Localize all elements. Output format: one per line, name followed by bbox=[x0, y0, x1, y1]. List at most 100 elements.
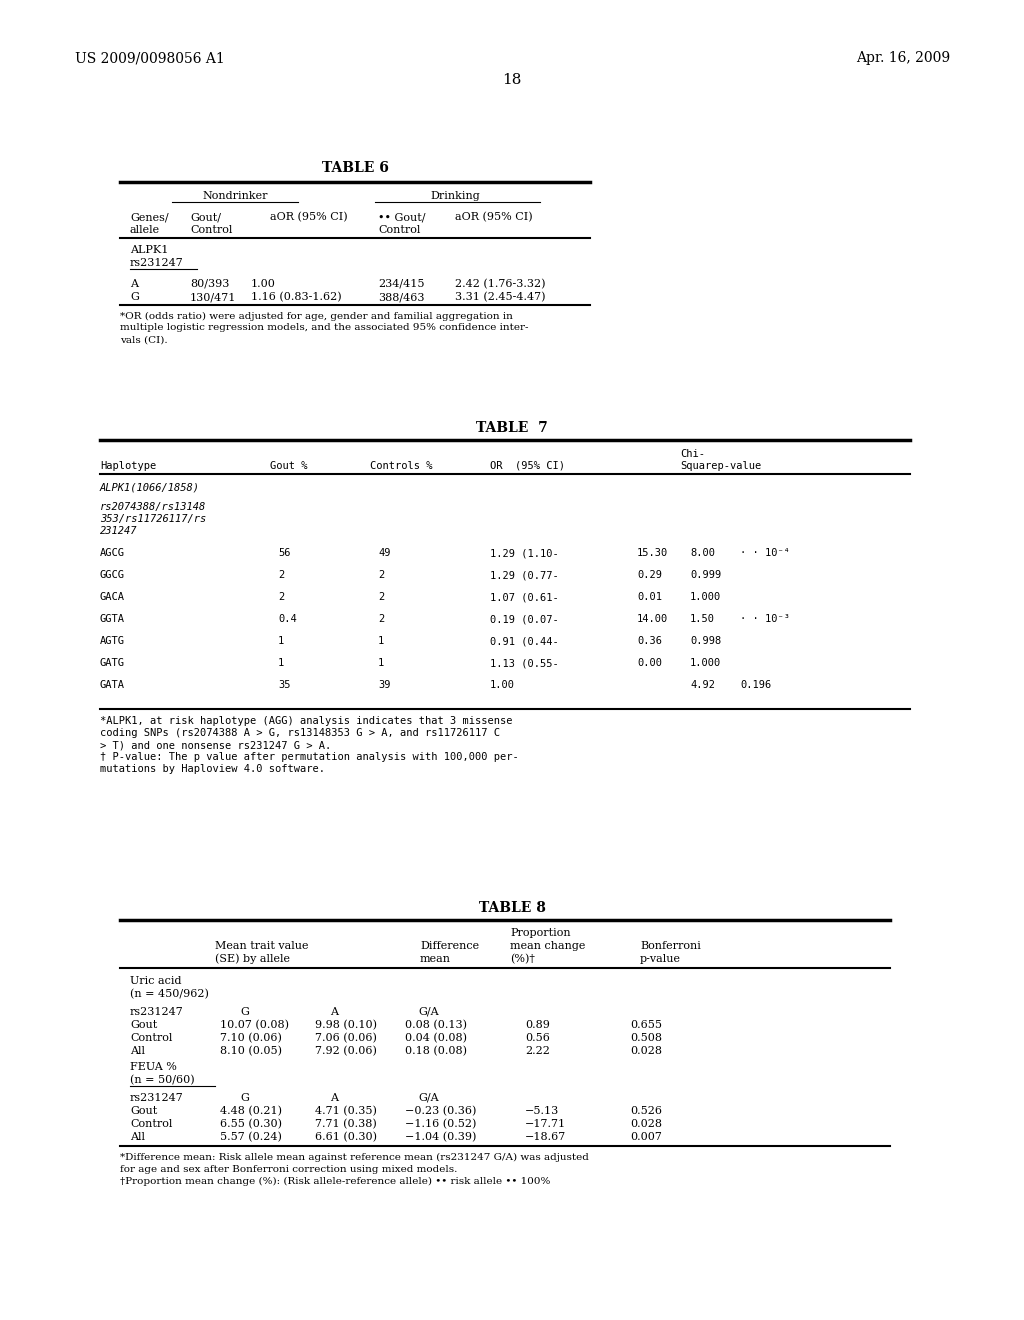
Text: 1: 1 bbox=[378, 636, 384, 645]
Text: coding SNPs (rs2074388 A > G, rs13148353 G > A, and rs11726117 C: coding SNPs (rs2074388 A > G, rs13148353… bbox=[100, 729, 500, 738]
Text: 2: 2 bbox=[378, 591, 384, 602]
Text: 1.07 (0.61-: 1.07 (0.61- bbox=[490, 591, 559, 602]
Text: 0.18 (0.08): 0.18 (0.08) bbox=[406, 1045, 467, 1056]
Text: 0.196: 0.196 bbox=[740, 680, 771, 690]
Text: mean: mean bbox=[420, 954, 451, 964]
Text: Proportion: Proportion bbox=[510, 928, 570, 939]
Text: FEUA %: FEUA % bbox=[130, 1063, 177, 1072]
Text: 234/415: 234/415 bbox=[378, 279, 425, 289]
Text: GGCG: GGCG bbox=[100, 570, 125, 579]
Text: 4.71 (0.35): 4.71 (0.35) bbox=[315, 1106, 377, 1117]
Text: 39: 39 bbox=[378, 680, 390, 690]
Text: G: G bbox=[240, 1093, 249, 1104]
Text: 7.10 (0.06): 7.10 (0.06) bbox=[220, 1032, 282, 1043]
Text: ALPK1(1066/1858): ALPK1(1066/1858) bbox=[100, 483, 200, 492]
Text: 8.10 (0.05): 8.10 (0.05) bbox=[220, 1045, 282, 1056]
Text: G/A: G/A bbox=[418, 1007, 438, 1016]
Text: −18.67: −18.67 bbox=[525, 1133, 566, 1142]
Text: 0.00: 0.00 bbox=[637, 657, 662, 668]
Text: 6.55 (0.30): 6.55 (0.30) bbox=[220, 1119, 282, 1129]
Text: 3.31 (2.45-4.47): 3.31 (2.45-4.47) bbox=[455, 292, 546, 302]
Text: 49: 49 bbox=[378, 548, 390, 558]
Text: Nondrinker: Nondrinker bbox=[203, 191, 267, 201]
Text: OR  (95% CI): OR (95% CI) bbox=[490, 461, 565, 471]
Text: *Difference mean: Risk allele mean against reference mean (rs231247 G/A) was adj: *Difference mean: Risk allele mean again… bbox=[120, 1152, 589, 1162]
Text: 2: 2 bbox=[378, 614, 384, 624]
Text: 388/463: 388/463 bbox=[378, 292, 425, 302]
Text: AGTG: AGTG bbox=[100, 636, 125, 645]
Text: 1.50: 1.50 bbox=[690, 614, 715, 624]
Text: 2.42 (1.76-3.32): 2.42 (1.76-3.32) bbox=[455, 279, 546, 289]
Text: 0.998: 0.998 bbox=[690, 636, 721, 645]
Text: 18: 18 bbox=[503, 73, 521, 87]
Text: −1.16 (0.52): −1.16 (0.52) bbox=[406, 1119, 476, 1129]
Text: GATG: GATG bbox=[100, 657, 125, 668]
Text: rs231247: rs231247 bbox=[130, 1093, 183, 1104]
Text: Gout %: Gout % bbox=[270, 461, 307, 471]
Text: A: A bbox=[130, 279, 138, 289]
Text: 5.57 (0.24): 5.57 (0.24) bbox=[220, 1131, 282, 1142]
Text: 0.19 (0.07-: 0.19 (0.07- bbox=[490, 614, 559, 624]
Text: 15.30: 15.30 bbox=[637, 548, 669, 558]
Text: allele: allele bbox=[130, 224, 160, 235]
Text: multiple logistic regression models, and the associated 95% confidence inter-: multiple logistic regression models, and… bbox=[120, 323, 528, 333]
Text: TABLE 6: TABLE 6 bbox=[322, 161, 388, 176]
Text: 0.04 (0.08): 0.04 (0.08) bbox=[406, 1032, 467, 1043]
Text: 130/471: 130/471 bbox=[190, 292, 237, 302]
Text: for age and sex after Bonferroni correction using mixed models.: for age and sex after Bonferroni correct… bbox=[120, 1164, 458, 1173]
Text: Control: Control bbox=[130, 1034, 172, 1043]
Text: 0.999: 0.999 bbox=[690, 570, 721, 579]
Text: 2.22: 2.22 bbox=[525, 1045, 550, 1056]
Text: p-value: p-value bbox=[640, 954, 681, 964]
Text: G: G bbox=[130, 292, 139, 302]
Text: −17.71: −17.71 bbox=[525, 1119, 566, 1129]
Text: TABLE  7: TABLE 7 bbox=[476, 421, 548, 436]
Text: Genes/: Genes/ bbox=[130, 213, 169, 222]
Text: 0.4: 0.4 bbox=[278, 614, 297, 624]
Text: 0.08 (0.13): 0.08 (0.13) bbox=[406, 1020, 467, 1030]
Text: rs2074388/rs13148: rs2074388/rs13148 bbox=[100, 502, 206, 512]
Text: Gout: Gout bbox=[130, 1106, 158, 1115]
Text: 35: 35 bbox=[278, 680, 291, 690]
Text: Control: Control bbox=[378, 224, 421, 235]
Text: (n = 450/962): (n = 450/962) bbox=[130, 989, 209, 999]
Text: 1.13 (0.55-: 1.13 (0.55- bbox=[490, 657, 559, 668]
Text: GACA: GACA bbox=[100, 591, 125, 602]
Text: > T) and one nonsense rs231247 G > A.: > T) and one nonsense rs231247 G > A. bbox=[100, 741, 331, 750]
Text: 0.01: 0.01 bbox=[637, 591, 662, 602]
Text: 1: 1 bbox=[278, 657, 285, 668]
Text: 9.98 (0.10): 9.98 (0.10) bbox=[315, 1020, 377, 1030]
Text: 0.508: 0.508 bbox=[630, 1034, 662, 1043]
Text: 1.29 (1.10-: 1.29 (1.10- bbox=[490, 548, 559, 558]
Text: (SE) by allele: (SE) by allele bbox=[215, 954, 290, 965]
Text: rs231247: rs231247 bbox=[130, 1007, 183, 1016]
Text: 0.526: 0.526 bbox=[630, 1106, 662, 1115]
Text: G: G bbox=[240, 1007, 249, 1016]
Text: GATA: GATA bbox=[100, 680, 125, 690]
Text: All: All bbox=[130, 1133, 145, 1142]
Text: aOR (95% CI): aOR (95% CI) bbox=[455, 211, 532, 222]
Text: 1.16 (0.83-1.62): 1.16 (0.83-1.62) bbox=[251, 292, 342, 302]
Text: (n = 50/60): (n = 50/60) bbox=[130, 1074, 195, 1085]
Text: 0.028: 0.028 bbox=[630, 1045, 662, 1056]
Text: · · 10⁻⁴: · · 10⁻⁴ bbox=[740, 548, 790, 558]
Text: 2: 2 bbox=[378, 570, 384, 579]
Text: −0.23 (0.36): −0.23 (0.36) bbox=[406, 1106, 476, 1117]
Text: Difference: Difference bbox=[420, 941, 479, 950]
Text: ALPK1: ALPK1 bbox=[130, 246, 168, 255]
Text: 8.00: 8.00 bbox=[690, 548, 715, 558]
Text: •• Gout/: •• Gout/ bbox=[378, 213, 426, 222]
Text: 0.028: 0.028 bbox=[630, 1119, 662, 1129]
Text: Gout: Gout bbox=[130, 1020, 158, 1030]
Text: *OR (odds ratio) were adjusted for age, gender and familial aggregation in: *OR (odds ratio) were adjusted for age, … bbox=[120, 312, 513, 321]
Text: 0.36: 0.36 bbox=[637, 636, 662, 645]
Text: A: A bbox=[330, 1093, 338, 1104]
Text: 1.29 (0.77-: 1.29 (0.77- bbox=[490, 570, 559, 579]
Text: 2: 2 bbox=[278, 570, 285, 579]
Text: 0.007: 0.007 bbox=[630, 1133, 662, 1142]
Text: Control: Control bbox=[190, 224, 232, 235]
Text: rs231247: rs231247 bbox=[130, 257, 183, 268]
Text: A: A bbox=[330, 1007, 338, 1016]
Text: All: All bbox=[130, 1045, 145, 1056]
Text: Mean trait value: Mean trait value bbox=[215, 941, 308, 950]
